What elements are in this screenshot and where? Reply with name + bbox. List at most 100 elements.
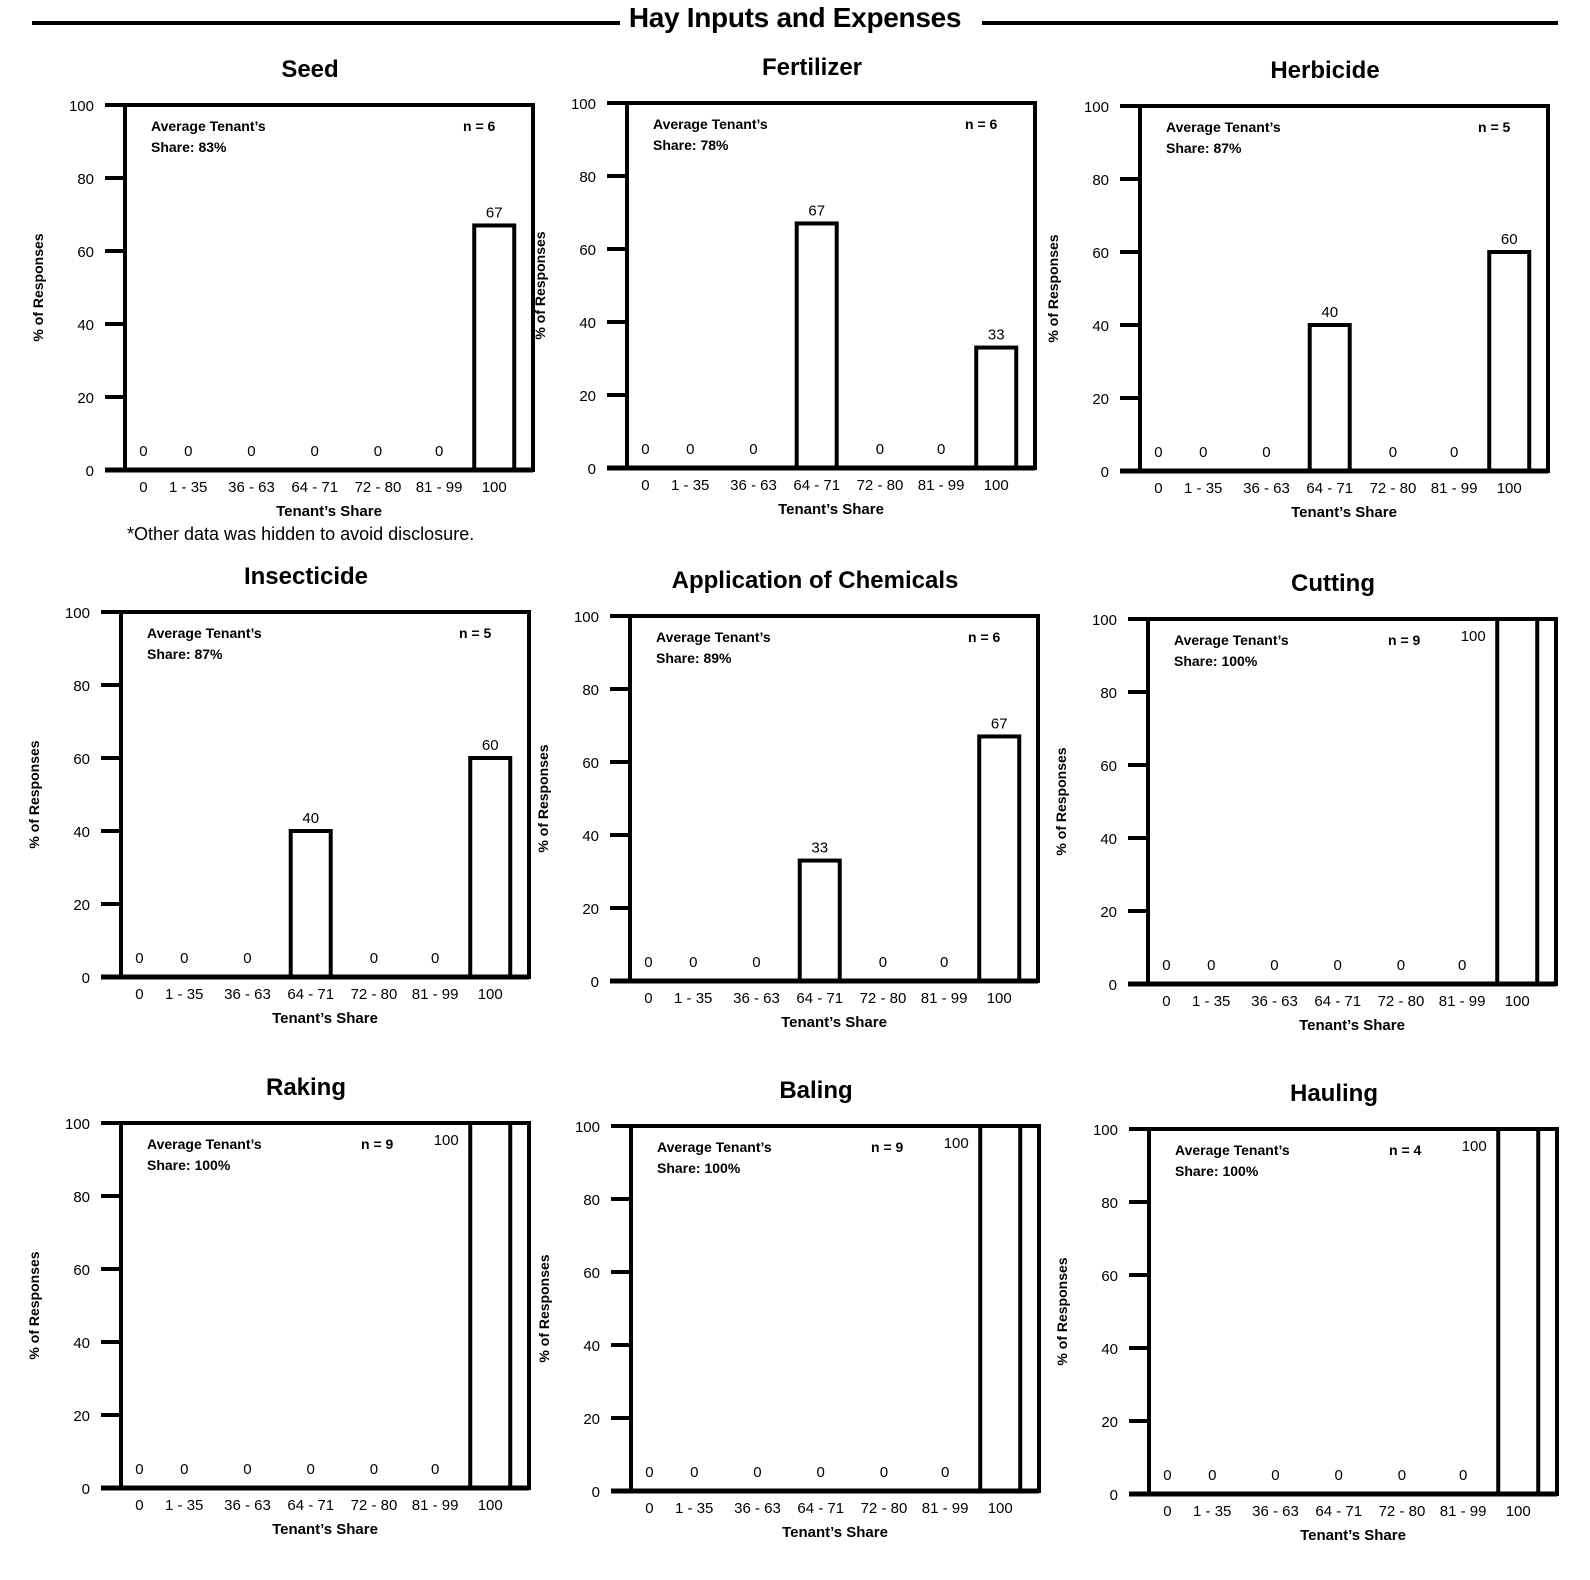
y-tick-label: 20 — [73, 897, 90, 914]
y-tick-label: 80 — [1101, 1195, 1118, 1212]
data-label: 0 — [645, 1464, 653, 1481]
data-label: 0 — [307, 1461, 315, 1478]
x-tick-label: 64 - 71 — [287, 1497, 334, 1514]
plot-frame — [1147, 1127, 1559, 1496]
data-label: 0 — [135, 950, 143, 967]
y-axis-label: % of Responses — [1045, 234, 1061, 342]
chart-seed: Seed 0 20 40 60 80 100% of Responses 0 0 0 1 - 35 0… — [25, 56, 535, 550]
data-label: 0 — [180, 950, 188, 967]
y-axis-label: % of Responses — [26, 1251, 42, 1359]
y-tick-label: 60 — [73, 1262, 90, 1279]
average-share-value: Share: 89% — [656, 650, 732, 666]
y-tick-label: 20 — [583, 1411, 600, 1428]
y-tick-label: 40 — [1100, 831, 1117, 848]
x-tick-label: 36 - 63 — [734, 1500, 781, 1517]
y-tick-label: 40 — [582, 828, 599, 845]
chart-title: Baling — [779, 1077, 853, 1104]
bar — [1307, 323, 1352, 473]
x-axis-label: Tenant’s Share — [272, 1521, 378, 1538]
average-share-label: Average Tenant’s — [147, 1136, 262, 1152]
bar — [468, 756, 513, 979]
x-tick-label: 81 - 99 — [921, 990, 968, 1007]
y-tick-label: 60 — [77, 244, 94, 261]
footnote: *Other data was hidden to avoid disclosu… — [127, 524, 475, 544]
data-label: 67 — [808, 202, 825, 219]
data-label: 33 — [811, 840, 828, 857]
x-tick-label: 1 - 35 — [1192, 993, 1230, 1010]
chart-application-of-chemicals: Application of Chemicals 0 20 40 60 80 100 % of… — [530, 567, 1040, 1061]
data-label: 0 — [1398, 1467, 1406, 1484]
data-label: 0 — [644, 954, 652, 971]
data-label: 0 — [1208, 1467, 1216, 1484]
data-label: 0 — [431, 950, 439, 967]
x-tick-label: 100 — [482, 479, 507, 496]
average-share-label: Average Tenant’s — [653, 116, 768, 132]
data-label: 0 — [1458, 957, 1466, 974]
y-tick-label: 60 — [579, 242, 596, 259]
x-tick-label: 36 - 63 — [1252, 1503, 1299, 1520]
y-tick-label: 60 — [1101, 1268, 1118, 1285]
data-label: 0 — [370, 950, 378, 967]
chart-title: Herbicide — [1270, 57, 1380, 84]
chart-herbicide: Herbicide 0 20 40 60 80 100 % of Responses 0 0 0 1 … — [1040, 57, 1550, 551]
average-share-value: Share: 87% — [147, 646, 223, 662]
x-tick-label: 36 - 63 — [733, 990, 780, 1007]
y-tick-label: 60 — [1092, 245, 1109, 262]
x-tick-label: 64 - 71 — [1315, 1503, 1362, 1520]
y-tick-label: 100 — [1084, 99, 1109, 116]
x-tick-label: 100 — [1505, 993, 1530, 1010]
bar — [468, 1121, 513, 1490]
average-share-value: Share: 78% — [653, 137, 729, 153]
y-tick-label: 100 — [571, 96, 596, 113]
bar — [974, 345, 1019, 470]
y-tick-label: 80 — [73, 678, 90, 695]
x-tick-label: 0 — [135, 986, 143, 1003]
data-label: 0 — [1154, 444, 1162, 461]
data-label: 0 — [752, 954, 760, 971]
x-tick-label: 72 - 80 — [1370, 480, 1417, 497]
data-label: 0 — [641, 441, 649, 458]
y-tick-label: 40 — [583, 1338, 600, 1355]
data-label: 33 — [988, 327, 1005, 344]
y-tick-label: 100 — [65, 605, 90, 622]
x-tick-label: 0 — [1154, 480, 1162, 497]
x-tick-label: 36 - 63 — [228, 479, 275, 496]
x-tick-label: 81 - 99 — [918, 477, 965, 494]
y-tick-label: 40 — [579, 315, 596, 332]
y-tick-label: 0 — [1101, 464, 1109, 481]
x-tick-label: 64 - 71 — [1306, 480, 1353, 497]
average-share-value: Share: 87% — [1166, 140, 1242, 156]
x-tick-label: 100 — [984, 477, 1009, 494]
data-label: 0 — [1271, 1467, 1279, 1484]
data-label: 100 — [1462, 1138, 1487, 1155]
data-label: 100 — [1461, 628, 1486, 645]
y-tick-label: 40 — [73, 1335, 90, 1352]
chart-cutting: Cutting 0 20 40 60 80 100 % of Responses 0 0 0 1 - … — [1048, 570, 1558, 1064]
sample-size-label: n = 9 — [361, 1136, 394, 1152]
sample-size-label: n = 9 — [871, 1139, 904, 1155]
y-tick-label: 80 — [582, 682, 599, 699]
chart-hauling: Hauling 0 20 40 60 80 100 % of Responses 0 0 0 1 - … — [1049, 1080, 1559, 1574]
x-tick-label: 36 - 63 — [1251, 993, 1298, 1010]
average-share-label: Average Tenant’s — [656, 629, 771, 645]
x-tick-label: 72 - 80 — [861, 1500, 908, 1517]
average-share-label: Average Tenant’s — [147, 625, 262, 641]
y-tick-label: 20 — [1101, 1414, 1118, 1431]
chart-plot: 0 20 40 60 80 100 % of Responses 0 0 0 1 - 35 0 36 -… — [532, 96, 1037, 518]
x-tick-label: 1 - 35 — [675, 1500, 713, 1517]
data-label: 0 — [690, 1464, 698, 1481]
y-tick-label: 60 — [73, 751, 90, 768]
x-axis-label: Tenant’s Share — [1299, 1017, 1405, 1034]
bar — [472, 223, 517, 472]
x-tick-label: 72 - 80 — [351, 986, 398, 1003]
data-label: 0 — [689, 954, 697, 971]
data-label: 0 — [247, 443, 255, 460]
y-tick-label: 20 — [73, 1408, 90, 1425]
chart-plot: 0 20 40 60 80 100 % of Responses 0 0 0 1 - 35 0 36 -… — [536, 1119, 1041, 1541]
y-axis-label: % of Responses — [26, 740, 42, 848]
sample-size-label: n = 6 — [968, 629, 1001, 645]
y-tick-label: 60 — [582, 755, 599, 772]
x-tick-label: 0 — [641, 477, 649, 494]
data-label: 0 — [1163, 1467, 1171, 1484]
chart-plot: 0 20 40 60 80 100 % of Responses 0 0 0 1 - 35 0 36 -… — [26, 605, 531, 1027]
